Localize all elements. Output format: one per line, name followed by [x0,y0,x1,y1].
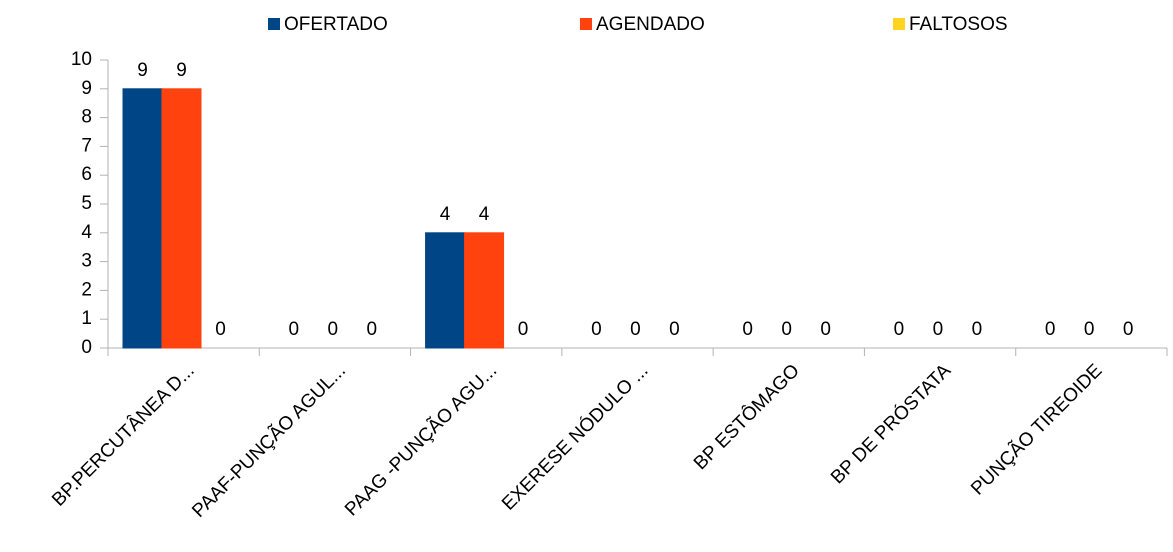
bar [122,88,163,349]
data-label: 9 [176,60,187,81]
data-label: 0 [933,319,944,340]
y-tick-label: 1 [81,308,92,329]
y-tick-label: 9 [81,78,92,99]
y-tick-label: 10 [71,49,92,70]
x-tick-label: PUNÇÃO TIREOIDE [966,360,1106,500]
data-label: 0 [820,319,831,340]
legend-swatch [268,18,280,30]
y-tick-label: 5 [81,193,92,214]
x-tick-label: PAAG -PUNÇÃO AGU... [340,360,501,521]
data-label: 4 [479,204,490,225]
y-tick-label: 7 [81,135,92,156]
data-label: 0 [518,319,529,340]
x-tick-label: BP DE PRÓSTATA [826,359,955,488]
data-label: 0 [288,319,299,340]
data-label: 0 [669,319,680,340]
bar [464,232,505,349]
data-label: 4 [440,204,451,225]
legend-label: AGENDADO [596,14,705,35]
legend-label: OFERTADO [284,14,388,35]
y-tick-label: 3 [81,251,92,272]
data-label: 0 [327,319,338,340]
bar [161,88,202,349]
y-tick-label: 6 [81,164,92,185]
data-label: 9 [137,60,148,81]
x-tick-label: EXERESE NÓDULO ... [497,360,652,515]
legend-label: FALTOSOS [909,14,1008,35]
data-label: 0 [781,319,792,340]
legend-swatch [580,18,592,30]
data-label: 0 [1123,319,1134,340]
y-tick-label: 0 [81,337,92,358]
data-label: 0 [742,319,753,340]
x-tick-label: BP.PERCUTÂNEA D... [48,360,199,511]
x-tick-label: PAAF-PUNÇÃO AGUL... [188,360,350,522]
data-label: 0 [215,319,226,340]
y-tick-label: 2 [81,279,92,300]
bar [425,232,466,349]
legend-swatch [893,18,905,30]
y-tick-label: 8 [81,107,92,128]
y-tick-label: 4 [81,222,92,243]
data-label: 0 [366,319,377,340]
data-label: 0 [972,319,983,340]
data-label: 0 [591,319,602,340]
x-tick-label: BP ESTÔMAGO [689,360,804,475]
data-label: 0 [1084,319,1095,340]
data-label: 0 [894,319,905,340]
data-label: 0 [630,319,641,340]
data-label: 0 [1045,319,1056,340]
